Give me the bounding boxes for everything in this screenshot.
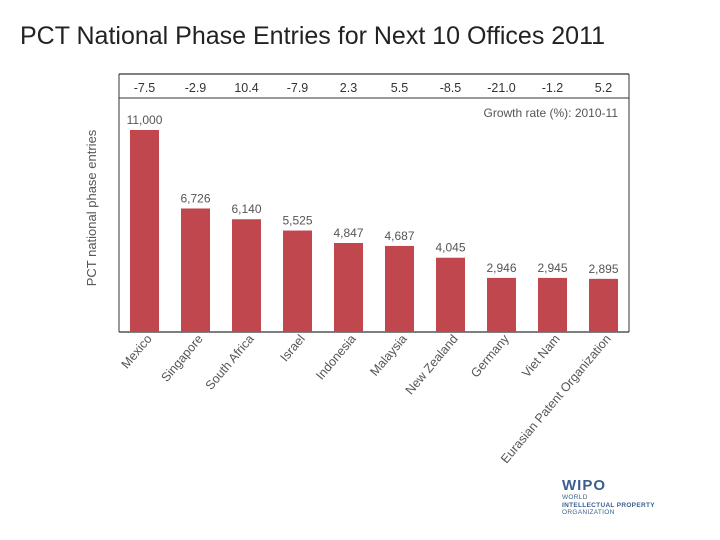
wipo-logo-line3: ORGANIZATION <box>562 509 615 516</box>
data-label: 4,687 <box>384 229 414 243</box>
x-tick-label: New Zealand <box>403 332 461 397</box>
bar <box>589 278 618 332</box>
bar <box>436 257 465 332</box>
bar <box>130 130 159 332</box>
bar <box>232 219 261 332</box>
data-label: 4,045 <box>435 241 465 255</box>
data-label: 4,847 <box>333 226 363 240</box>
bar <box>283 230 312 332</box>
x-tick-label: Mexico <box>119 332 155 371</box>
x-tick-label: Israel <box>277 332 307 364</box>
x-tick-label: Indonesia <box>313 332 359 383</box>
bar <box>385 245 414 332</box>
wipo-logo-line1: WORLD <box>562 494 588 501</box>
bar <box>334 242 363 332</box>
wipo-logo-mark: WIPO <box>562 477 606 494</box>
wipo-logo: WIPO WORLD INTELLECTUAL PROPERTY ORGANIZ… <box>562 478 712 518</box>
data-label: 5,525 <box>282 214 312 228</box>
growth-rate-value: 5.5 <box>391 81 408 95</box>
data-label: 6,140 <box>231 202 261 216</box>
x-tick-label: Malaysia <box>367 332 409 379</box>
growth-rate-value: -2.9 <box>185 81 207 95</box>
growth-rate-value: -7.9 <box>287 81 309 95</box>
chart-layer: Growth rate (%): 2010-11 PCT national pha… <box>84 73 630 466</box>
x-tick-label: Germany <box>468 331 512 380</box>
growth-rate-value: -7.5 <box>134 81 156 95</box>
data-label: 2,945 <box>537 261 567 275</box>
data-label: 11,000 <box>127 113 163 127</box>
growth-rate-value: -21.0 <box>487 81 516 95</box>
x-tick-label: Viet Nam <box>519 332 563 380</box>
bar <box>181 208 210 332</box>
data-label: 6,726 <box>180 191 210 205</box>
growth-rate-value: 2.3 <box>340 81 357 95</box>
bar <box>538 277 567 332</box>
growth-rate-value: 10.4 <box>234 81 258 95</box>
x-tick-label: South Africa <box>203 332 257 393</box>
data-label: 2,946 <box>486 261 516 275</box>
x-tick-label: Eurasian Patent Organization <box>498 332 614 466</box>
y-axis-title: PCT national phase entries <box>84 129 99 286</box>
wipo-logo-line2: INTELLECTUAL PROPERTY <box>562 501 655 509</box>
growth-rate-value: 5.2 <box>595 81 612 95</box>
growth-rate-value: -1.2 <box>542 81 564 95</box>
slide-title: PCT National Phase Entries for Next 10 O… <box>20 22 606 50</box>
x-tick-label: Singapore <box>158 332 205 385</box>
data-label: 2,895 <box>588 262 618 276</box>
bar <box>487 277 516 332</box>
growth-rate-value: -8.5 <box>440 81 462 95</box>
growth-rate-label: Growth rate (%): 2010-11 <box>483 106 618 120</box>
